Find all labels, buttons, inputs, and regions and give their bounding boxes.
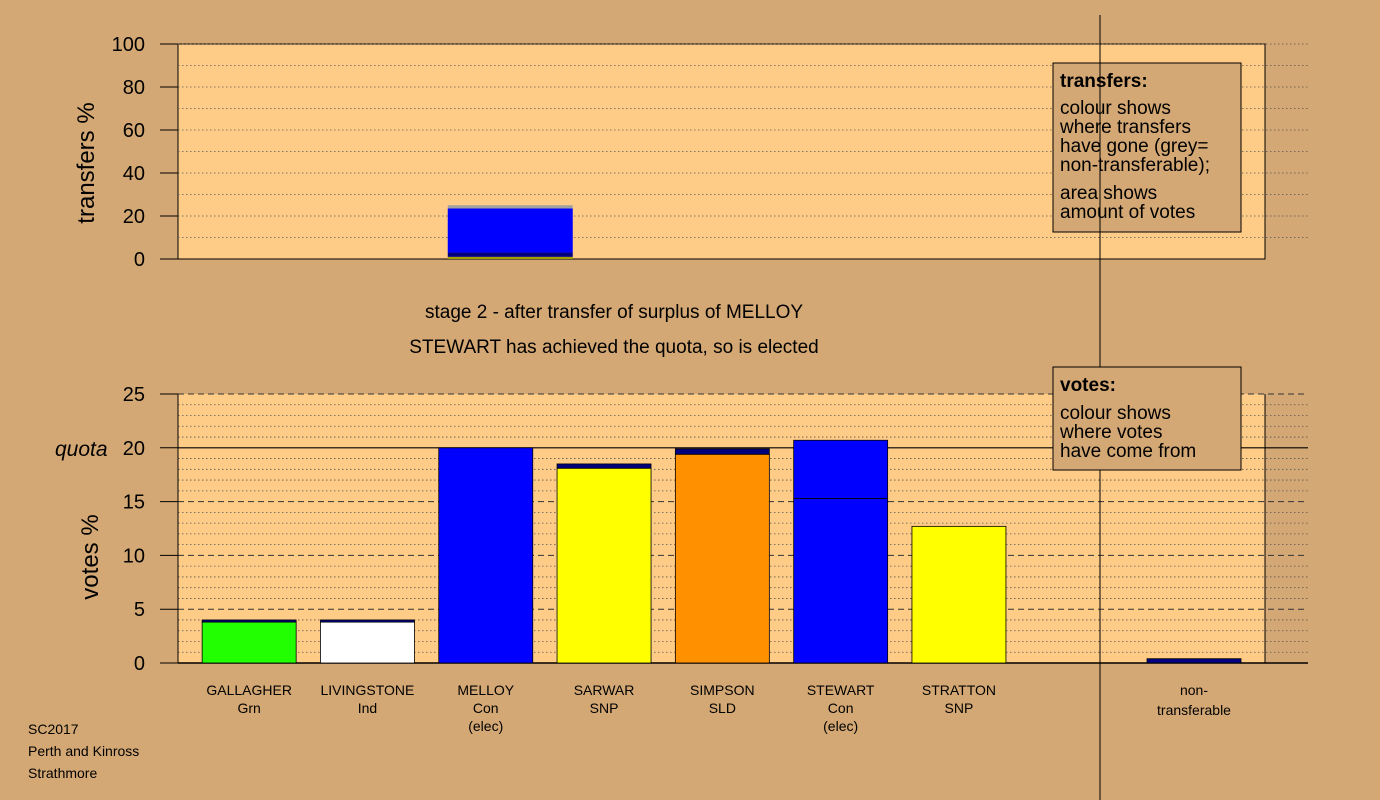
transfers-tick-label: 20: [123, 206, 145, 228]
vote-segment: [320, 621, 415, 664]
nontransferable-label-1: non-: [1180, 682, 1208, 698]
votes-tick-label: 5: [134, 599, 145, 621]
vote-segment: [556, 463, 652, 469]
candidate-party: SNP: [945, 700, 974, 716]
candidate-name: SIMPSON: [690, 682, 755, 698]
vote-segment: [911, 525, 1007, 664]
transfers-legend-title: transfers:: [1060, 71, 1148, 92]
transfers-bars: [447, 205, 573, 259]
nontransferable-bar: [1146, 658, 1242, 664]
votes-legend-line-2: where votes: [1059, 422, 1162, 443]
transfers-legend-line-6: amount of votes: [1060, 202, 1195, 223]
transfers-legend-line-2: where transfers: [1059, 117, 1191, 138]
candidate-party: Con: [473, 700, 499, 716]
vote-segment: [674, 453, 770, 664]
vote-segment: [438, 447, 534, 664]
candidate-name: SARWAR: [574, 682, 635, 698]
candidate-party: Con: [828, 700, 854, 716]
transfers-legend: transfers: colour shows where transfers …: [1052, 62, 1242, 233]
candidate-status: (elec): [823, 718, 858, 734]
vote-segment: [674, 448, 770, 455]
transfers-tick-label: 0: [134, 249, 145, 271]
transfers-legend-box: [1052, 62, 1242, 233]
votes-y-axis-label: votes %: [77, 514, 104, 599]
votes-tick-label: 15: [123, 492, 145, 514]
transfers-legend-line-4: non-transferable);: [1060, 155, 1210, 176]
footer-ward: Strathmore: [28, 765, 97, 781]
votes-legend-line-1: colour shows: [1060, 403, 1171, 424]
transfers-tick-label: 80: [123, 77, 145, 99]
footer-council: Perth and Kinross: [28, 743, 139, 759]
quota-label: quota: [55, 438, 108, 461]
transfers-gridlines: [178, 43, 1308, 238]
votes-legend: votes: colour shows where votes have com…: [1052, 366, 1242, 471]
transfers-tick-label: 100: [112, 34, 145, 56]
transfers-tick-label: 40: [123, 163, 145, 185]
stage-subtitle: STEWART has achieved the quota, so is el…: [409, 337, 818, 358]
votes-legend-box: [1052, 366, 1242, 471]
transfers-legend-line-1: colour shows: [1060, 98, 1171, 119]
candidate-name: LIVINGSTONE: [321, 682, 415, 698]
footer-election: SC2017: [28, 721, 79, 737]
votes-tick-label: 0: [134, 653, 145, 675]
transfer-segment: [447, 205, 573, 209]
vote-segment: [793, 497, 889, 664]
stage-title: stage 2 - after transfer of surplus of M…: [425, 302, 803, 323]
candidate-name: STEWART: [807, 682, 875, 698]
transfers-y-ticks: 0 20 40 60 80 100: [112, 34, 178, 271]
votes-tick-label: 10: [123, 545, 145, 567]
candidate-name: STRATTON: [922, 682, 996, 698]
candidate-party: Grn: [237, 700, 260, 716]
votes-bars: [201, 439, 1242, 664]
votes-tick-label: 20: [123, 438, 145, 460]
candidate-labels: GALLAGHER Grn LIVINGSTONE Ind MELLOY Con (elec…: [206, 682, 1231, 734]
votes-legend-title: votes:: [1060, 375, 1116, 396]
votes-tick-label: 25: [123, 384, 145, 406]
transfers-y-axis-label: transfers %: [73, 102, 100, 223]
candidate-name: MELLOY: [457, 682, 514, 698]
vote-segment: [320, 619, 415, 623]
candidate-party: Ind: [358, 700, 377, 716]
candidate-status: (elec): [468, 718, 503, 734]
transfer-segment: [447, 256, 573, 259]
transfers-legend-line-5: area shows: [1060, 183, 1157, 204]
transfers-tick-label: 60: [123, 120, 145, 142]
candidate-party: SLD: [709, 700, 736, 716]
transfer-segment: [447, 252, 573, 257]
candidate-party: SNP: [590, 700, 619, 716]
vote-segment: [556, 467, 652, 664]
vote-segment: [793, 439, 889, 499]
votes-legend-line-3: have come from: [1060, 441, 1196, 462]
vote-segment: [201, 619, 297, 623]
votes-y-ticks: 0 5 10 15 20 25: [123, 384, 178, 675]
nontransferable-label-2: transferable: [1157, 702, 1231, 718]
candidate-name: GALLAGHER: [206, 682, 292, 698]
vote-segment: [201, 621, 297, 664]
transfers-legend-line-3: have gone (grey=: [1060, 136, 1208, 157]
transfer-segment: [447, 208, 573, 253]
